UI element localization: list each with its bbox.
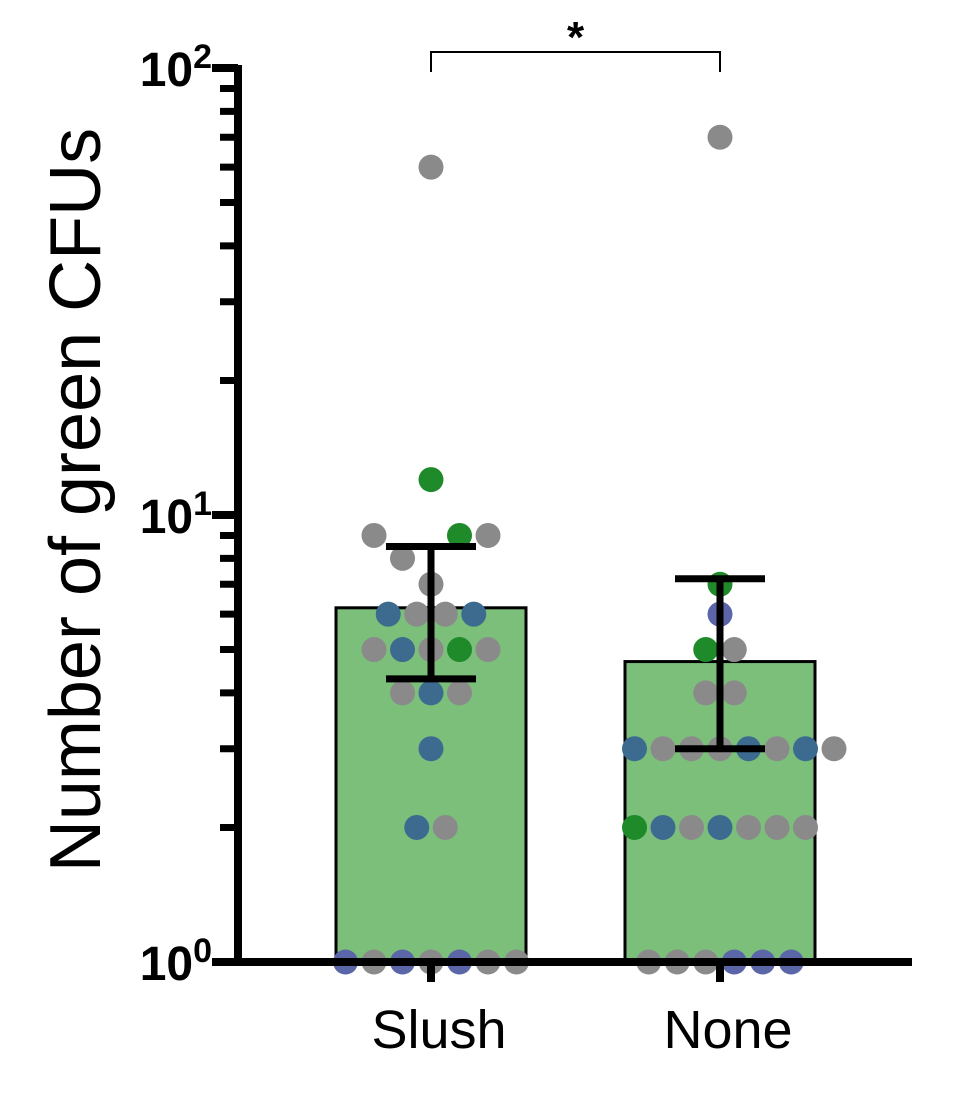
y-tick-label: 102 (140, 38, 212, 97)
data-point-none (736, 814, 761, 840)
data-point-slush (475, 637, 501, 663)
data-point-none (707, 814, 733, 840)
data-point-none (793, 736, 818, 762)
data-point-slush (475, 522, 501, 548)
significance-label: * (567, 13, 585, 62)
data-point-slush (418, 736, 444, 762)
data-point-slush (447, 637, 472, 663)
data-point-slush (418, 680, 444, 706)
y-tick-label: 100 (140, 932, 212, 991)
data-point-none (693, 680, 719, 706)
data-point-none (764, 814, 790, 840)
data-point-none (721, 637, 747, 663)
data-point-none (764, 736, 790, 762)
data-point-none (622, 736, 647, 762)
data-point-none (793, 814, 818, 840)
data-point-slush (418, 467, 444, 493)
data-point-slush (447, 522, 472, 548)
significance-bracket (430, 51, 721, 72)
data-point-slush (375, 601, 401, 627)
y-axis-title: Number of green CFUs (36, 128, 116, 872)
data-point-slush (418, 154, 444, 180)
data-point-none (721, 680, 747, 706)
data-point-slush (361, 522, 387, 548)
data-point-slush (404, 814, 430, 840)
data-point-slush (432, 601, 458, 627)
x-tick-label-none: None (663, 1000, 792, 1060)
y-tick-label: 101 (140, 485, 212, 544)
data-point-slush (432, 814, 458, 840)
data-point-none (679, 814, 704, 840)
data-point-none (693, 637, 719, 663)
data-point-none (622, 814, 647, 840)
data-point-slush (447, 680, 472, 706)
data-point-none (650, 814, 676, 840)
data-point-slush (404, 601, 430, 627)
data-point-slush (361, 637, 387, 663)
data-point-none (707, 124, 733, 150)
data-point-none (821, 736, 847, 762)
x-tick-label-slush: Slush (371, 1000, 506, 1060)
data-point-none (650, 736, 676, 762)
data-point-slush (390, 680, 415, 706)
data-point-slush (390, 637, 415, 663)
data-point-slush (461, 601, 487, 627)
data-point-slush (390, 545, 415, 571)
